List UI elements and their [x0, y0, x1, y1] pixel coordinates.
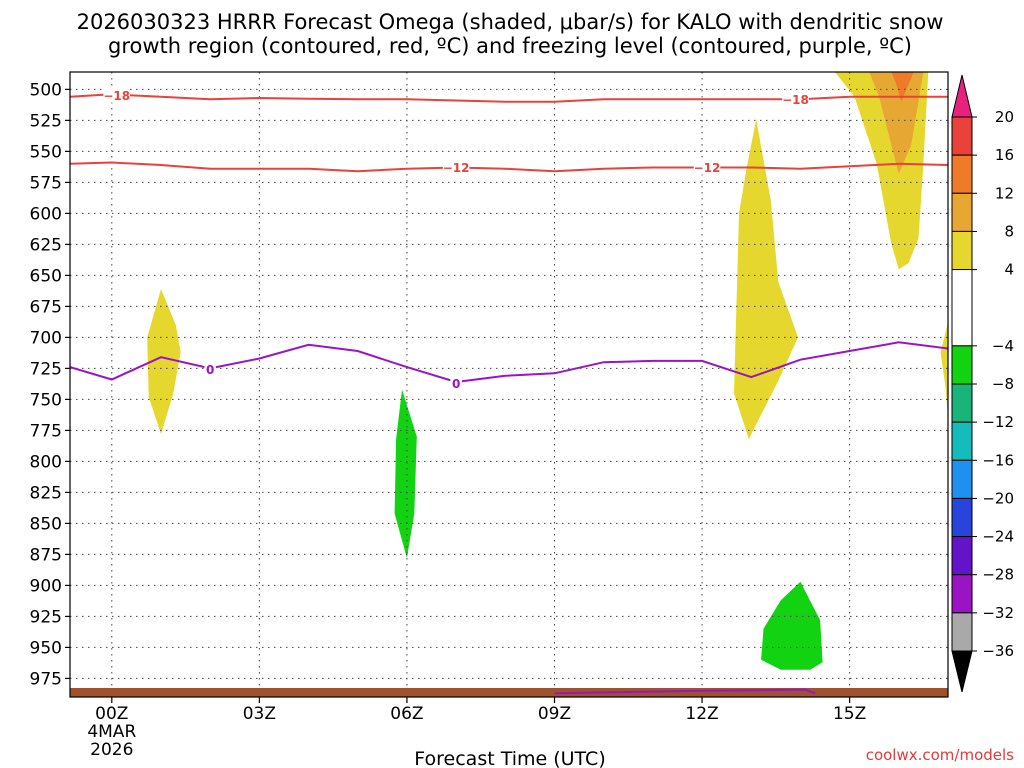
colorbar-band [951, 345, 973, 385]
colorbar-label: 20 [995, 108, 1014, 126]
contour-freezing-level-0 [70, 341, 948, 384]
y-tick-label-825: 825 [30, 483, 62, 503]
y-tick-label-900: 900 [30, 576, 62, 596]
chart-title-line2: growth region (contoured, red, ºC) and f… [108, 34, 912, 58]
y-tick-label-525: 525 [30, 111, 62, 131]
grid-layer [70, 72, 948, 697]
colorbar: 20 16 12 8 4 −4 −8 −12 −16 −20 −24 −28 −32 −36 [951, 74, 1014, 693]
contour-label-dgz-minus12-1: −12 [694, 161, 721, 175]
contour-label-bg [204, 362, 216, 377]
x-tick-label-12Z: 12Z [685, 704, 718, 724]
colorbar-band [951, 116, 973, 156]
shaded-omega-layer [147, 72, 948, 670]
colorbar-label: −36 [982, 642, 1014, 660]
y-tick-label-850: 850 [30, 514, 62, 534]
colorbar-label: 12 [995, 184, 1014, 202]
contour-label-freezing-level-0-0: 0 [206, 363, 214, 377]
y-tick-label-600: 600 [30, 204, 62, 224]
colorbar-band [951, 269, 973, 347]
descent-green-1 [394, 389, 417, 559]
colorbar-band [951, 154, 973, 194]
colorbar-label: −24 [982, 528, 1014, 546]
colorbar-band [951, 421, 973, 461]
contour-label-freezing-level-0-1: 0 [452, 377, 460, 391]
colorbar-label: −8 [992, 375, 1014, 393]
y-tick-label-875: 875 [30, 545, 62, 565]
ascent-yellow-2 [734, 119, 798, 440]
y-tick-label-975: 975 [30, 669, 62, 689]
x-tick-label-06Z: 06Z [390, 704, 423, 724]
y-tick-label-725: 725 [30, 359, 62, 379]
colorbar-band [951, 497, 973, 538]
contour-label-bg [450, 376, 462, 391]
colorbar-band [951, 383, 973, 423]
contour-label-dgz-minus18-0: −18 [103, 89, 130, 103]
ascent-darkorange-3 [891, 72, 914, 102]
descent-green-2 [761, 581, 823, 670]
contour-label-dgz-minus12-0: −12 [443, 161, 470, 175]
colorbar-band [951, 574, 973, 614]
y-tick-label-950: 950 [30, 638, 62, 658]
colorbar-label: −32 [982, 604, 1014, 622]
y-tick-label-575: 575 [30, 173, 62, 193]
colorbar-label: 16 [995, 146, 1014, 164]
contour-layer: −18 −18 −12 −12 0 0 [70, 88, 948, 695]
colorbar-label: −28 [982, 566, 1014, 584]
x-tick-label-15Z: 15Z [833, 704, 866, 724]
y-tick-label-800: 800 [30, 452, 62, 472]
x-axis-label: Forecast Time (UTC) [414, 748, 605, 768]
colorbar-top-arrow [951, 74, 973, 118]
colorbar-band [951, 536, 973, 576]
colorbar-label: −20 [982, 489, 1014, 507]
y-tick-label-550: 550 [30, 142, 62, 162]
colorbar-band [951, 230, 973, 271]
contour-label-bg [103, 88, 130, 103]
y-tick-label-625: 625 [30, 235, 62, 255]
contour-freezing-level-surface [554, 688, 816, 695]
colorbar-label: 4 [1004, 261, 1014, 279]
colorbar-label: −4 [992, 337, 1014, 355]
contour-label-bg [693, 160, 721, 175]
colorbar-label: 8 [1004, 222, 1014, 240]
y-tick-label-650: 650 [30, 266, 62, 286]
y-tick-label-500: 500 [30, 80, 62, 100]
contour-label-bg [442, 160, 470, 175]
chart-title-line1: 2026030323 HRRR Forecast Omega (shaded, … [77, 10, 944, 34]
ascent-yellow-1 [147, 289, 181, 435]
contour-dgz-minus18 [70, 93, 948, 103]
contour-dgz-minus12 [70, 161, 948, 173]
y-tick-label-925: 925 [30, 607, 62, 627]
ascent-yellow-edge [940, 322, 948, 418]
x-tick-label-00Z: 00Z [95, 704, 128, 724]
terrain-layer [70, 688, 948, 697]
credit-text: coolwx.com/models [866, 746, 1014, 764]
colorbar-bottom-arrow [951, 650, 973, 693]
colorbar-label: −12 [982, 413, 1014, 431]
x-tick-sublabel-date: 4MAR [87, 722, 136, 742]
colorbar-band [951, 612, 973, 652]
y-tick-label-700: 700 [30, 328, 62, 348]
terrain-surface [70, 688, 948, 697]
x-tick-sublabel-year: 2026 [90, 740, 133, 760]
y-tick-label-675: 675 [30, 297, 62, 317]
colorbar-band [951, 192, 973, 232]
x-tick-label-09Z: 09Z [538, 704, 571, 724]
contour-label-bg [782, 92, 809, 107]
y-tick-label-775: 775 [30, 421, 62, 441]
y-tick-label-750: 750 [30, 390, 62, 410]
x-tick-label-03Z: 03Z [243, 704, 276, 724]
plot-frame [69, 71, 949, 698]
colorbar-band [951, 459, 973, 499]
contour-label-dgz-minus18-1: −18 [782, 93, 809, 107]
colorbar-label: −16 [982, 451, 1014, 469]
y-axis: 500 525 550 575 600 625 650 675 700 725 750 775 800 8… [30, 80, 70, 689]
